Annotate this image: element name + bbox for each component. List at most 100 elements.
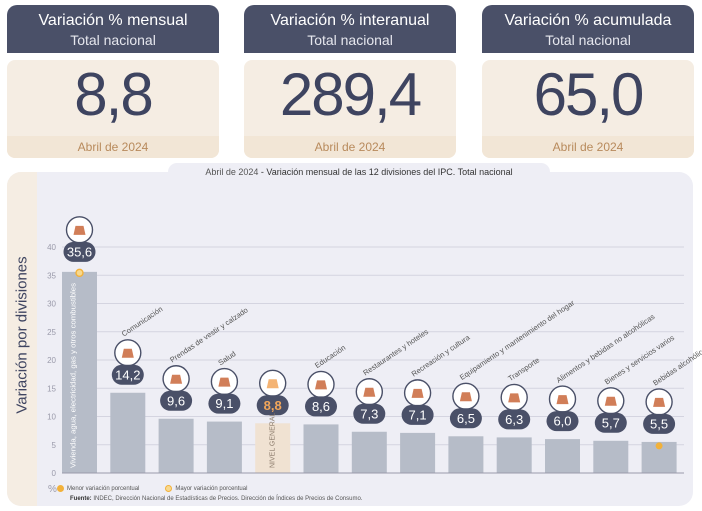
min-marker xyxy=(655,442,663,450)
bar xyxy=(303,424,339,473)
value-bubble xyxy=(305,396,337,417)
value-bubble xyxy=(208,393,241,414)
card-title: Variación % acumulada xyxy=(504,12,672,29)
category-label: Prendas de vestir y calzado xyxy=(168,305,249,364)
y-tick-label: 0 xyxy=(52,469,57,478)
bar xyxy=(110,392,146,473)
category-label: NIVEL GENERAL xyxy=(270,413,277,468)
data-label: 5,5 xyxy=(650,416,668,431)
dining-icon-glyph xyxy=(363,387,376,397)
legend: Menor variación porcentual Mayor variaci… xyxy=(57,485,247,492)
value-bubble xyxy=(449,408,482,429)
card-subtitle: Total nacional xyxy=(70,32,156,48)
house-utilities-icon-glyph xyxy=(73,225,86,235)
washing-machine-icon-glyph xyxy=(459,392,472,402)
bar xyxy=(400,432,436,473)
food-icon-glyph xyxy=(556,395,569,405)
y-tick-label: 15 xyxy=(47,384,56,393)
card-value: 289,4 xyxy=(279,61,422,128)
data-label: 5,7 xyxy=(602,415,620,430)
source-label: Fuente: xyxy=(70,496,92,502)
value-bubble xyxy=(63,241,96,262)
value-bubble xyxy=(498,409,531,430)
health-cross-icon-glyph xyxy=(218,377,231,387)
books-icon-glyph xyxy=(315,380,327,390)
bar xyxy=(496,437,532,473)
value-bubble xyxy=(401,404,434,425)
card-subtitle: Total nacional xyxy=(307,32,393,48)
bar xyxy=(158,418,194,473)
y-tick-label: 40 xyxy=(47,243,56,252)
card-date: Abril de 2024 xyxy=(482,136,694,158)
legend-min: Menor variación porcentual xyxy=(57,485,139,492)
card-value: 8,8 xyxy=(74,61,153,128)
bar xyxy=(545,439,580,473)
card-body: 65,0 Abril de 2024 xyxy=(482,60,694,158)
y-tick-label: 25 xyxy=(47,328,56,337)
card-date: Abril de 2024 xyxy=(7,136,219,158)
card-header: Variación % interanual Total nacional xyxy=(244,5,456,53)
kpi-card-monthly: Variación % mensual Total nacional 8,8 A… xyxy=(7,5,219,158)
max-dot-icon xyxy=(165,485,173,492)
data-label: 6,5 xyxy=(457,411,475,426)
value-bubble xyxy=(546,411,579,432)
y-tick-label: 10 xyxy=(47,413,56,422)
data-label: 7,1 xyxy=(409,407,427,422)
data-label: 9,1 xyxy=(215,396,233,411)
category-label: Salud xyxy=(216,349,237,367)
value-bubble xyxy=(256,395,289,416)
value-bubble xyxy=(353,403,386,424)
data-label: 6,0 xyxy=(553,414,571,429)
kpi-card-yearly: Variación % interanual Total nacional 28… xyxy=(244,5,456,158)
category-label: Comunicación xyxy=(120,304,164,338)
category-label: Educación xyxy=(313,343,347,370)
data-label: 6,3 xyxy=(505,412,523,427)
card-body: 289,4 Abril de 2024 xyxy=(244,60,456,158)
card-body: 8,8 Abril de 2024 xyxy=(7,60,219,158)
kpi-card-accumulated: Variación % acumulada Total nacional 65,… xyxy=(482,5,694,158)
card-value: 65,0 xyxy=(533,61,645,128)
bar xyxy=(593,440,629,473)
y-unit-label: % xyxy=(48,484,57,495)
card-date: Abril de 2024 xyxy=(244,136,456,158)
category-label: Alimentos y bebidas no alcohólicas xyxy=(555,312,657,385)
bar xyxy=(255,423,291,473)
value-bubble xyxy=(643,413,676,434)
legend-min-label: Menor variación porcentual xyxy=(67,485,140,492)
card-title: Variación % mensual xyxy=(38,12,188,29)
category-label: Bebidas alcohólicas y tabaco xyxy=(651,326,702,388)
ylabel-strip xyxy=(7,172,37,506)
value-bubble xyxy=(111,364,144,385)
min-dot-icon xyxy=(57,485,64,492)
legend-max: Mayor variación porcentual xyxy=(165,485,247,492)
y-tick-label: 20 xyxy=(47,356,56,365)
value-bubble xyxy=(160,390,193,411)
category-label: Vivienda, agua, electricidad, gas y otro… xyxy=(69,283,78,468)
card-header: Variación % mensual Total nacional xyxy=(7,5,219,53)
value-bubble xyxy=(594,412,627,433)
data-label: 7,3 xyxy=(360,406,378,421)
chart-title-date: Abril de 2024 xyxy=(205,167,259,177)
shopping-basket-icon-glyph xyxy=(266,379,279,389)
source-text: INDEC, Dirección Nacional de Estadística… xyxy=(91,496,363,502)
y-tick-label: 35 xyxy=(47,271,56,280)
y-tick-label: 5 xyxy=(52,441,57,450)
bar xyxy=(62,271,97,473)
beach-umbrella-icon-glyph xyxy=(411,388,424,398)
bottle-icon-glyph xyxy=(653,397,666,407)
card-title: Variación % interanual xyxy=(270,12,430,29)
bar xyxy=(351,431,387,473)
card-header: Variación % acumulada Total nacional xyxy=(482,5,694,53)
card-subtitle: Total nacional xyxy=(545,32,631,48)
y-tick-label: 30 xyxy=(47,300,56,309)
scissors-icon-glyph xyxy=(604,396,617,406)
shirt-icon-glyph xyxy=(170,374,183,384)
legend-max-label: Mayor variación porcentual xyxy=(175,485,248,492)
chart-title: Abril de 2024 - Variación mensual de las… xyxy=(168,163,550,181)
data-label: 8,8 xyxy=(264,398,282,413)
data-label: 35,6 xyxy=(67,244,92,259)
bar xyxy=(206,421,242,473)
bus-icon-glyph xyxy=(508,393,521,403)
data-label: 9,6 xyxy=(167,393,185,408)
